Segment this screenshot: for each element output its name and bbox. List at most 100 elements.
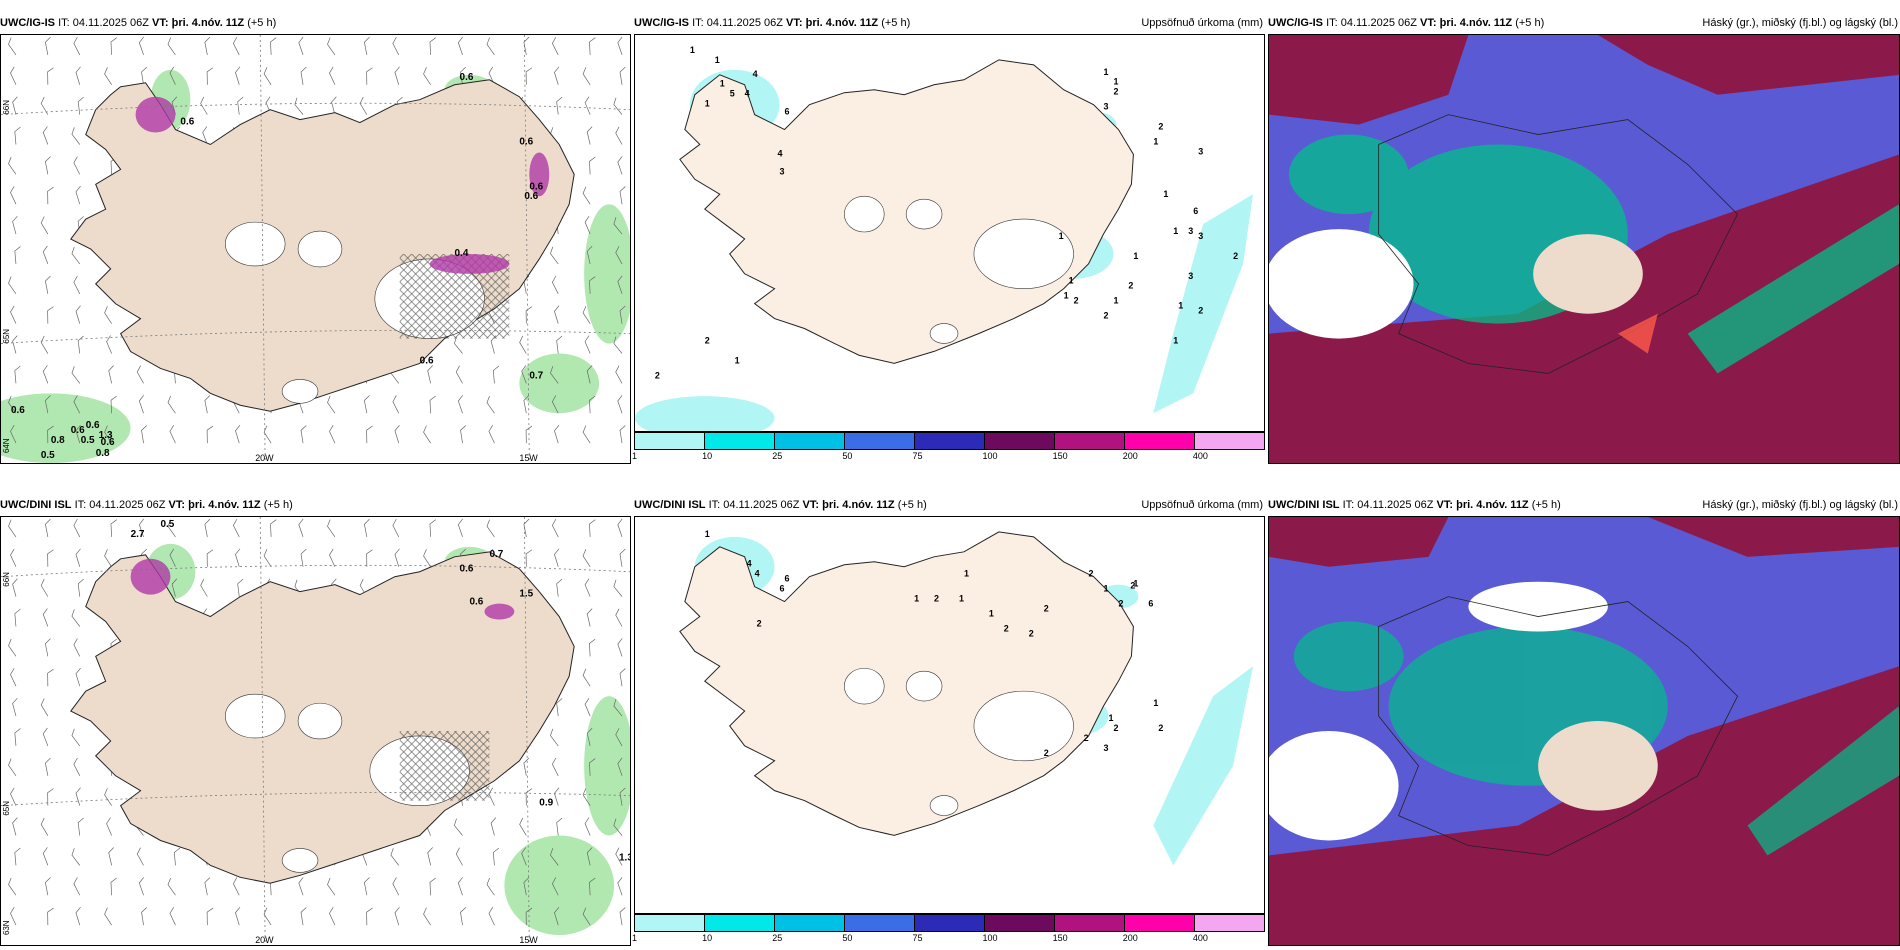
precip-value-label: 2 — [1128, 281, 1133, 291]
wind-barb — [327, 37, 336, 56]
wind-barb — [363, 36, 370, 55]
wind-barb — [589, 276, 596, 294]
lat-label-top: 66N — [2, 572, 11, 587]
colorbar-segment — [705, 433, 775, 449]
precip-value-label: 2 — [1044, 748, 1049, 758]
wind-value-label: 0.8 — [51, 435, 65, 446]
colorbar-tick-label: 200 — [1122, 451, 1138, 461]
wind-barb — [550, 728, 559, 747]
wind-barb — [298, 877, 304, 896]
precip-value-label: 1 — [1059, 231, 1064, 241]
precip-value-label: 3 — [1198, 231, 1203, 241]
wind-barb — [586, 727, 593, 747]
wind-barb — [363, 395, 370, 414]
precip-value-label: 1 — [1133, 251, 1138, 261]
wind-barb — [263, 425, 272, 444]
wind-barb — [235, 906, 241, 926]
colorbar-segment — [915, 915, 985, 931]
wind-barb — [14, 365, 21, 384]
lead-time: (+5 h) — [1531, 499, 1561, 511]
wind-barb — [12, 215, 18, 235]
colorbar-labels: 1 10 25 50 75 100 150 200 400 — [632, 933, 1265, 945]
high-precip-spot — [1617, 313, 1658, 354]
wind-barb — [582, 549, 591, 567]
wind-barb — [392, 877, 400, 896]
wind-barb — [300, 907, 307, 926]
wind-barb — [75, 548, 81, 567]
field-title: Háský (gr.), miðský (fj.bl.) og lágský (… — [1702, 499, 1898, 511]
wind-barb — [615, 728, 623, 747]
colorbar-tick-label: 400 — [1192, 451, 1208, 461]
precip-value-label: 2 — [705, 335, 710, 345]
wind-barb — [525, 425, 533, 444]
wind-barb — [206, 67, 214, 85]
wind-barb — [488, 907, 495, 926]
precip-value-label: 2 — [1089, 569, 1094, 579]
graticule — [1, 35, 630, 463]
wind-barb — [586, 245, 593, 265]
wind-value-label: 0.5 — [41, 450, 55, 461]
colorbar-segment — [915, 433, 985, 449]
wind-barb — [584, 817, 591, 836]
wind-barb — [359, 96, 368, 115]
lon-label-right: 15W — [519, 453, 538, 463]
valid-label: VT: — [1420, 17, 1437, 29]
wind-value-label: 0.6 — [524, 191, 538, 202]
wind-barb — [12, 697, 18, 717]
wind-barb — [617, 638, 623, 657]
wind-barb — [10, 66, 17, 85]
wind-barb — [77, 335, 84, 354]
wind-barb — [617, 757, 623, 776]
wind-barb — [329, 548, 336, 567]
wind-barb — [10, 425, 17, 444]
row1-panel-precip: UWC/IG-IS IT: 04.11.2025 06Z VT: þri. 4.… — [632, 12, 1265, 464]
wind-barb — [460, 66, 467, 85]
wind-barb — [110, 519, 117, 537]
row1-panel-wind: UWC/IG-IS IT: 04.11.2025 06Z VT: þri. 4.… — [0, 12, 631, 464]
precip-value-label: 1 — [1108, 713, 1113, 723]
wind-value-label: 0.6 — [529, 181, 543, 192]
wind-barb — [8, 395, 17, 414]
lat-label-mid: 65N — [2, 801, 11, 816]
wind-barb — [104, 67, 112, 85]
wind-barb — [589, 156, 596, 175]
wind-barb — [457, 395, 463, 414]
wind-barb — [73, 395, 81, 414]
field-title: Uppsöfnuð úrkoma (mm) — [1141, 17, 1263, 29]
precip-value-label: 1 — [705, 99, 710, 109]
wind-barb — [8, 877, 17, 896]
wind-barb — [586, 126, 593, 145]
wind-barb — [490, 817, 497, 836]
colorbar-segment — [1125, 915, 1195, 931]
valid-time: þri. 4.nóv. 11Z — [1439, 17, 1513, 29]
wind-barb — [584, 578, 591, 597]
init-time: IT: 04.11.2025 06Z — [708, 499, 800, 511]
wind-barb — [71, 848, 81, 866]
wind-barb — [617, 877, 623, 896]
wind-barb — [77, 817, 84, 836]
precip-shading — [1, 69, 630, 463]
coastline — [1378, 596, 1738, 856]
precip-value-label: 1 — [1069, 276, 1074, 286]
wind-barb — [263, 549, 272, 567]
wind-barb — [263, 907, 272, 926]
wind-barb — [110, 877, 117, 896]
wind-barb — [366, 67, 373, 85]
precip-value-label: 3 — [1188, 271, 1193, 281]
clear-areas — [1269, 229, 1643, 339]
precip-value-label: 6 — [1148, 599, 1153, 609]
precip-value-label: 1 — [1064, 291, 1069, 301]
wind-barb — [394, 548, 400, 567]
model-name: UWC/IG-IS — [1268, 17, 1323, 29]
lat-label-bot: 63N — [2, 920, 11, 935]
wind-value-label: 0.6 — [180, 117, 194, 128]
wind-barb — [582, 788, 591, 806]
valid-label: VT: — [152, 17, 169, 29]
wind-barb — [521, 365, 527, 384]
wind-barb — [523, 757, 530, 776]
colorbar-labels: 1 10 25 50 75 100 150 200 400 — [632, 451, 1265, 463]
wind-barb — [167, 37, 176, 56]
wind-barb — [366, 425, 373, 444]
init-time: IT: 04.11.2025 06Z — [692, 17, 783, 29]
valid-label: VT: — [786, 17, 803, 29]
